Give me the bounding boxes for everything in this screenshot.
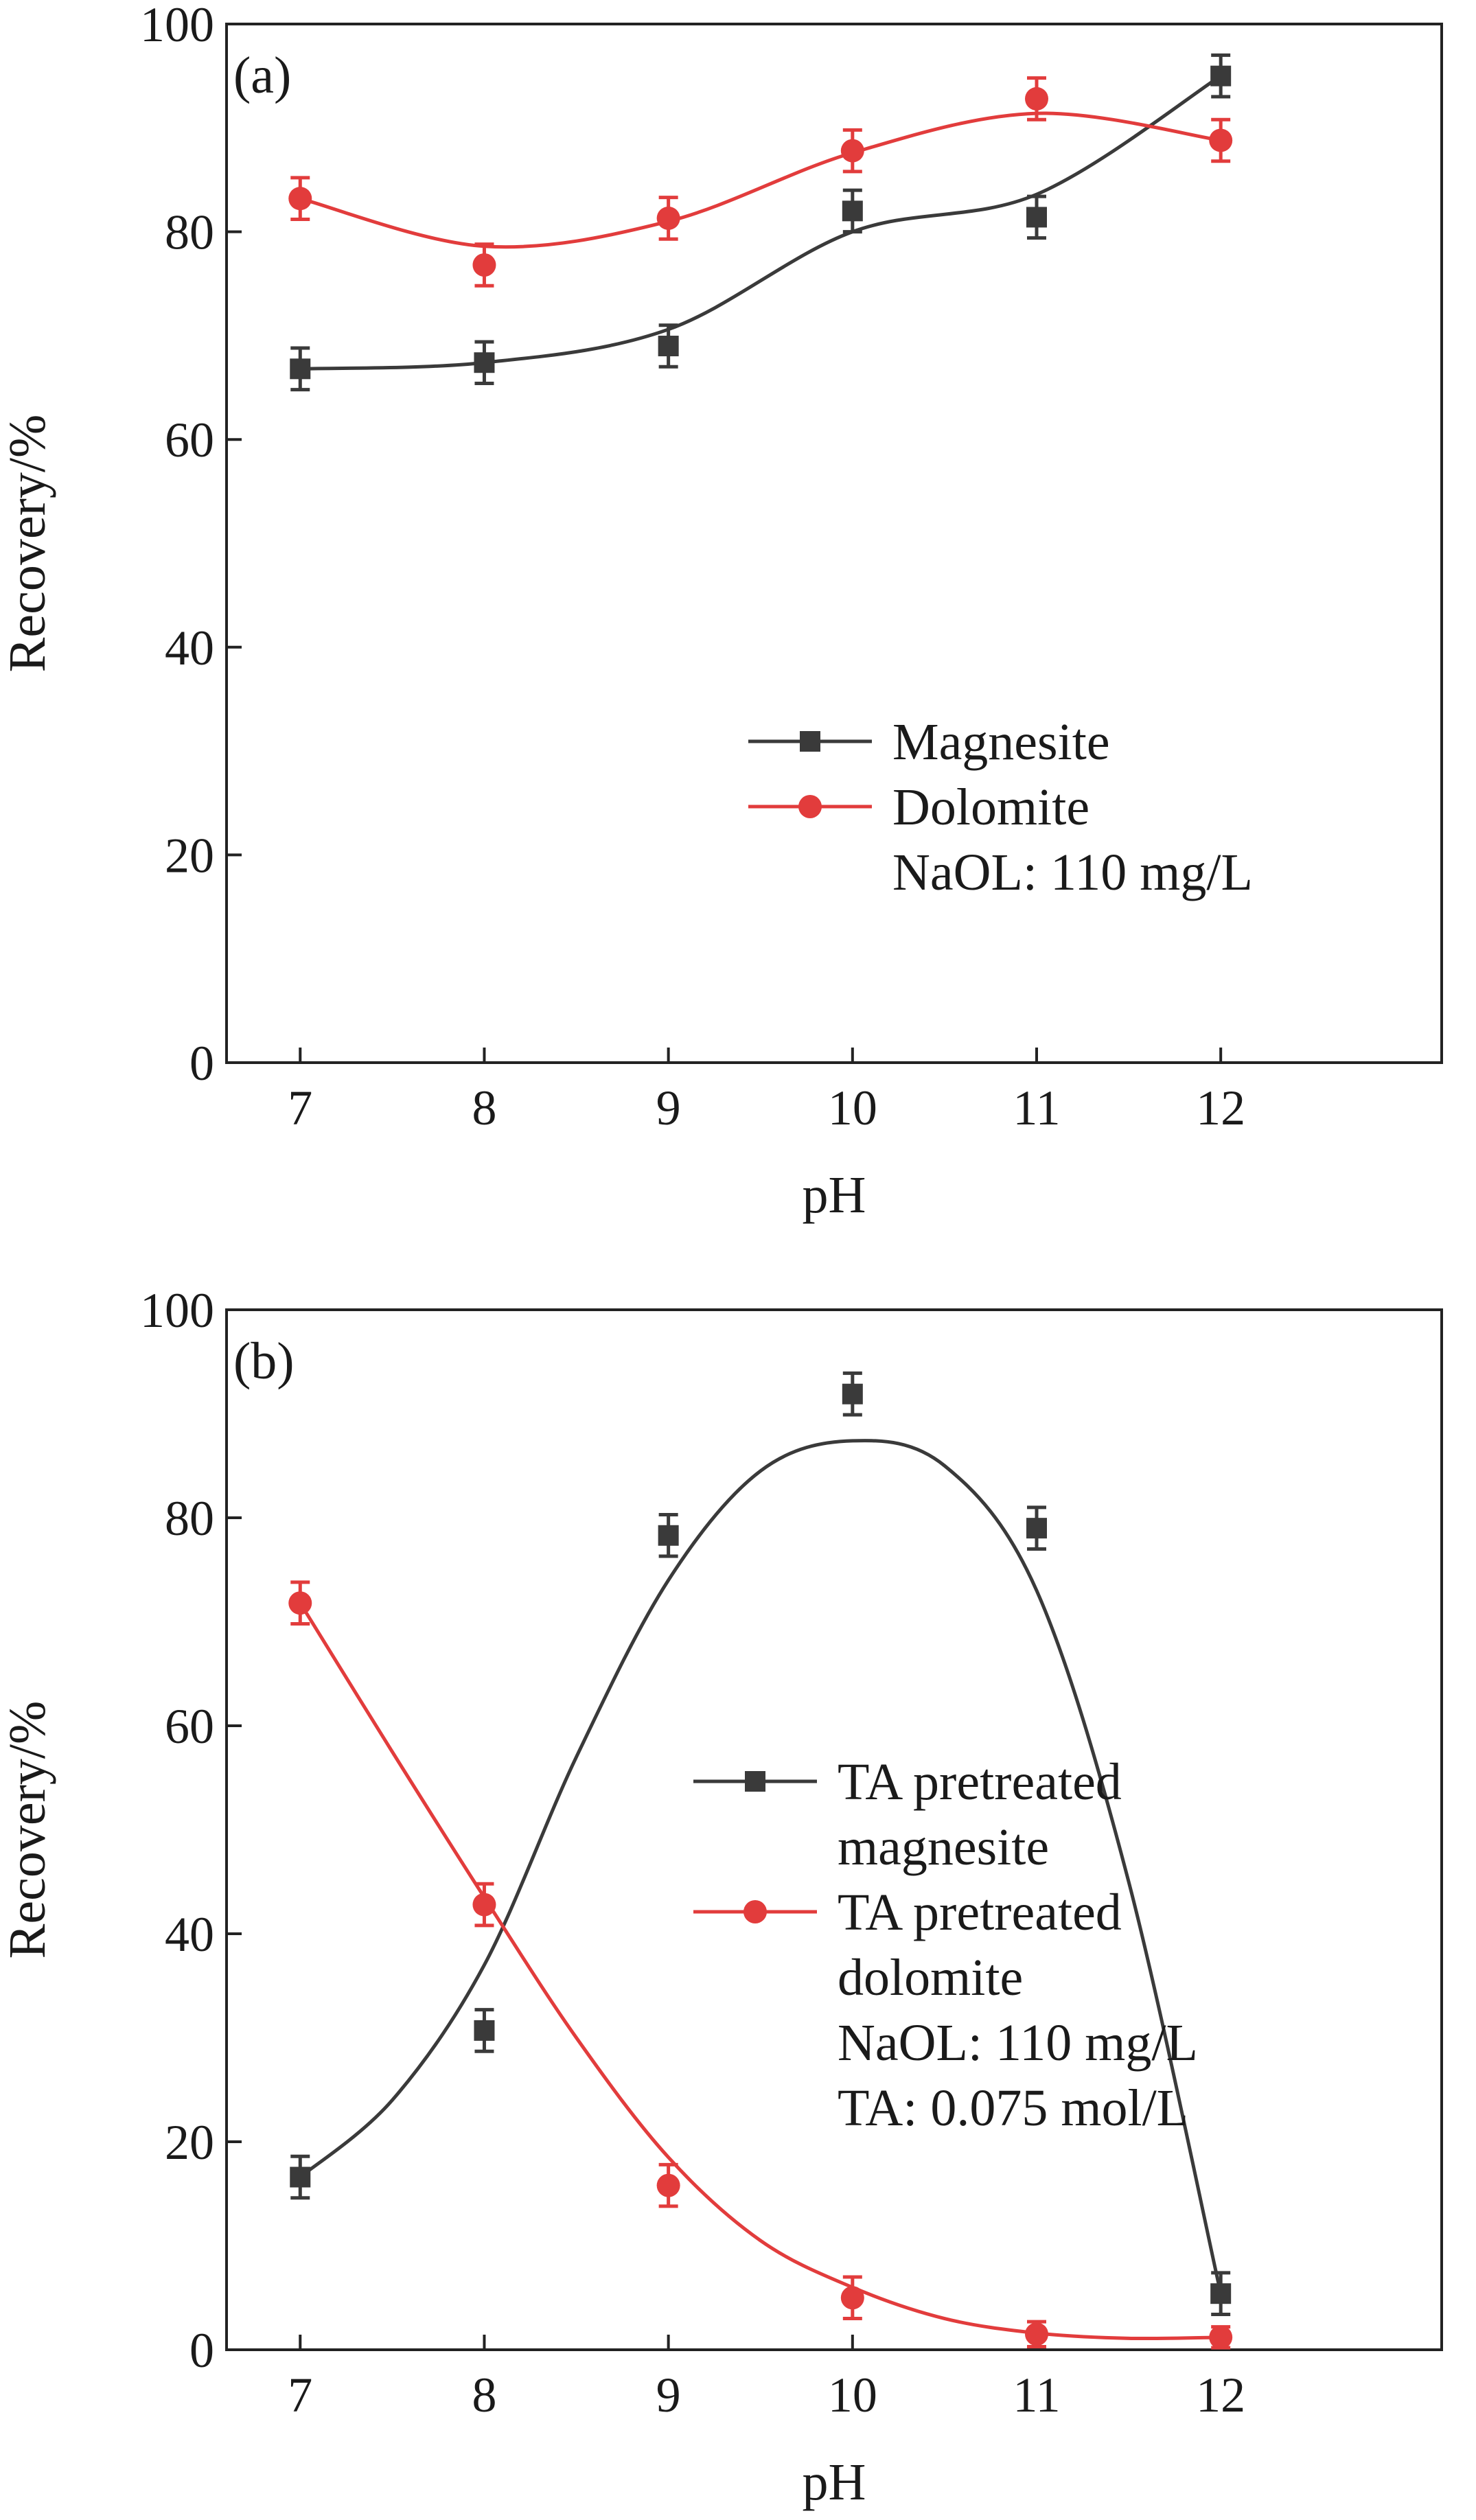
series-1: [288, 76, 1233, 288]
y-tick-label: 60: [165, 1699, 214, 1754]
legend-marker-circle: [798, 795, 822, 818]
legend-label: TA pretreated: [838, 1753, 1122, 1811]
y-tick-label: 20: [165, 828, 214, 883]
y-axis-title: Recovery/%: [0, 415, 56, 673]
data-point-circle: [472, 1893, 496, 1917]
x-tick-label: 11: [1013, 1080, 1060, 1135]
data-point-square: [290, 358, 311, 380]
plot-frame: [225, 1308, 1443, 2351]
fit-curve: [299, 1439, 1223, 2294]
legend-label: Magnesite: [892, 713, 1110, 771]
x-tick-label: 8: [472, 2368, 496, 2423]
x-tick-label: 10: [828, 2368, 877, 2423]
panel-label: (a): [233, 47, 291, 104]
data-point-circle: [472, 253, 496, 277]
x-tick-label: 12: [1196, 2368, 1245, 2423]
y-tick-label: 60: [165, 413, 214, 467]
legend: TA pretreated magnesite TA pretreated dolom…: [693, 1753, 1198, 2137]
data-point-circle: [840, 139, 864, 163]
data-point-square: [1210, 2283, 1232, 2304]
legend-condition: TA: 0.075 mol/L: [838, 2079, 1188, 2137]
x-tick-label: 9: [656, 2368, 681, 2423]
x-tick-label: 7: [288, 2368, 312, 2423]
data-point-square: [842, 1383, 863, 1405]
fit-curve: [300, 74, 1222, 371]
legend-label: Dolomite: [892, 778, 1089, 836]
data-point-square: [290, 2166, 311, 2188]
data-point-square: [658, 1525, 679, 1546]
legend-label: TA pretreated: [838, 1884, 1122, 1941]
series-0: [290, 1371, 1232, 2316]
x-tick-label: 7: [288, 1080, 312, 1135]
y-tick-label: 20: [165, 2115, 214, 2170]
y-tick-label: 100: [140, 1283, 214, 1338]
x-tick-label: 11: [1013, 2368, 1060, 2423]
data-point-square: [474, 2020, 495, 2041]
data-point-square: [658, 336, 679, 357]
y-axis-title: Recovery/%: [0, 1701, 56, 1959]
legend-condition: NaOL: 110 mg/L: [838, 2014, 1198, 2072]
x-tick-label: 8: [472, 1080, 496, 1135]
data-point-circle: [1025, 86, 1048, 111]
fit-curve: [299, 111, 1221, 249]
legend: Magnesite Dolomite NaOL: 110 mg/L: [748, 713, 1253, 901]
x-axis-title: pH: [803, 2453, 866, 2511]
x-tick-label: 12: [1196, 1080, 1245, 1135]
panel-b-chart: 0 20 40 60 80 100 7 8 9 10 11 12 pH Recovery/% (b) TA p…: [0, 1283, 1443, 2511]
data-point-square: [1026, 207, 1047, 228]
data-point-square: [1210, 65, 1232, 86]
y-tick-label: 40: [165, 621, 214, 675]
x-tick-label: 10: [828, 1080, 877, 1135]
data-point-square: [842, 200, 863, 222]
y-tick-label: 100: [140, 0, 214, 52]
data-point-circle: [288, 1591, 312, 1615]
legend-label: magnesite: [838, 1818, 1049, 1876]
panel-a-chart: 0 20 40 60 80 100 7 8 9 10 11 12 pH Recovery/% (a) Magn…: [0, 0, 1443, 1224]
legend-marker-square: [745, 1771, 765, 1792]
y-tick-label: 80: [165, 205, 214, 260]
legend-condition: NaOL: 110 mg/L: [892, 844, 1253, 901]
panel-label: (b): [233, 1332, 295, 1390]
y-tick-label: 0: [189, 2323, 214, 2378]
legend-marker-square: [800, 731, 820, 752]
legend-marker-circle: [743, 1900, 767, 1923]
series-1: [288, 1580, 1233, 2350]
x-axis-title: pH: [803, 1166, 866, 1224]
data-point-square: [474, 352, 495, 373]
data-point-circle: [1209, 2325, 1233, 2349]
data-point-circle: [656, 2173, 680, 2197]
data-point-circle: [656, 206, 680, 230]
series-0: [290, 53, 1232, 392]
legend-label: dolomite: [838, 1949, 1023, 2007]
data-point-circle: [840, 2286, 864, 2310]
y-tick-label: 80: [165, 1491, 214, 1546]
y-tick-label: 0: [189, 1036, 214, 1091]
data-point-circle: [1025, 2322, 1048, 2346]
data-point-square: [1026, 1518, 1047, 1539]
data-point-circle: [288, 187, 312, 211]
x-tick-label: 9: [656, 1080, 681, 1135]
data-point-circle: [1209, 128, 1233, 152]
y-tick-label: 40: [165, 1907, 214, 1962]
plot-frame: [225, 23, 1443, 1064]
